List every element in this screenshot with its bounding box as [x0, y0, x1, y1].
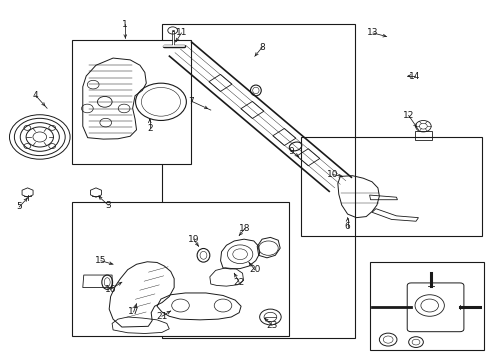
- Text: 15: 15: [95, 256, 107, 265]
- Text: 4: 4: [33, 91, 39, 100]
- Text: 7: 7: [188, 96, 194, 105]
- Text: 22: 22: [234, 278, 245, 287]
- Text: 21: 21: [156, 312, 168, 321]
- Bar: [72, 40, 191, 164]
- Text: 14: 14: [409, 72, 421, 81]
- Text: 11: 11: [176, 28, 187, 37]
- Bar: [369, 262, 485, 350]
- Text: 20: 20: [249, 265, 261, 274]
- Text: 6: 6: [345, 222, 350, 231]
- Text: 19: 19: [188, 235, 199, 244]
- Text: 16: 16: [105, 285, 117, 294]
- Text: 8: 8: [259, 43, 265, 52]
- Text: 13: 13: [368, 28, 379, 37]
- Bar: [162, 24, 355, 338]
- Text: 23: 23: [266, 321, 277, 330]
- Text: 18: 18: [239, 224, 251, 233]
- Text: 10: 10: [327, 170, 339, 179]
- Text: 1: 1: [122, 19, 128, 28]
- Text: 5: 5: [16, 202, 22, 211]
- Text: 2: 2: [147, 123, 152, 132]
- Text: 17: 17: [128, 307, 139, 316]
- Bar: [301, 137, 482, 235]
- Bar: [72, 202, 289, 336]
- Text: 12: 12: [403, 111, 415, 120]
- Text: 9: 9: [289, 147, 294, 156]
- Text: 3: 3: [105, 201, 111, 210]
